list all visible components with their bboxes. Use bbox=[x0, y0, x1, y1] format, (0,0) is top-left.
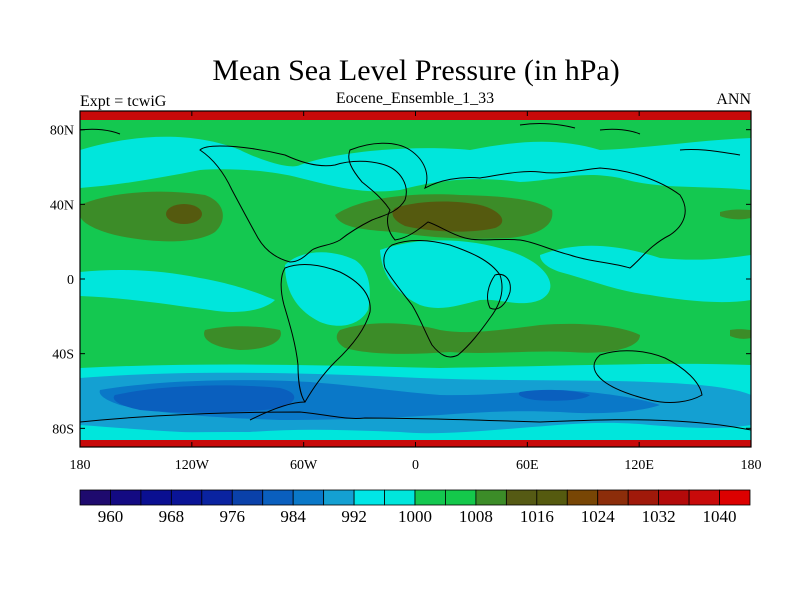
colorbar-swatch bbox=[658, 489, 690, 506]
colorbar-swatch bbox=[140, 489, 172, 506]
colorbar-swatch bbox=[505, 489, 538, 506]
high-east-tip bbox=[730, 329, 751, 339]
colorbar-swatch bbox=[323, 489, 355, 506]
colorbar-label: 1000 bbox=[398, 507, 432, 526]
lat-tick-label: 40N bbox=[50, 198, 74, 213]
arctic-low-cyan bbox=[80, 136, 751, 192]
season-label: ANN bbox=[716, 91, 751, 108]
colorbar-swatch bbox=[627, 489, 660, 506]
colorbar-swatch bbox=[688, 489, 720, 506]
colorbar-swatch bbox=[475, 489, 507, 506]
colorbar-label: 984 bbox=[280, 507, 306, 526]
high-north-pacific-core bbox=[166, 204, 202, 224]
high-east-pacific bbox=[720, 209, 751, 220]
colorbar-swatch bbox=[110, 489, 142, 506]
tropical-low-africa bbox=[380, 240, 551, 308]
high-north-pacific bbox=[80, 191, 223, 242]
lon-tick-label: 120W bbox=[175, 458, 210, 473]
colorbar-label: 1016 bbox=[520, 507, 554, 526]
colorbar-swatch bbox=[353, 489, 385, 506]
colorbar-swatch bbox=[231, 489, 264, 506]
colorbar-label: 960 bbox=[98, 507, 124, 526]
tropical-low-pacific bbox=[540, 245, 751, 303]
high-south-pacific bbox=[204, 326, 281, 350]
pressure-field bbox=[80, 111, 751, 447]
colorbar: 960 968 976 984 992 1000 1008 1016 1024 1032 1040 bbox=[79, 489, 751, 526]
southern-blue-dark bbox=[113, 385, 295, 413]
lat-tick-label: 80S bbox=[52, 422, 74, 437]
lon-tick-label: 0 bbox=[412, 458, 419, 473]
tropical-low-americas bbox=[285, 252, 370, 326]
lon-tick-label: 180 bbox=[70, 458, 91, 473]
lon-tick-label: 60E bbox=[516, 458, 539, 473]
ensemble-label: Eocene_Ensemble_1_33 bbox=[336, 90, 494, 107]
lat-tick-label: 80N bbox=[50, 124, 74, 139]
lat-tick-label: 0 bbox=[67, 273, 74, 288]
southern-blue-dark-2 bbox=[518, 389, 590, 401]
colorbar-label: 968 bbox=[159, 507, 185, 526]
colorbar-swatch bbox=[445, 489, 477, 506]
figure-title: Mean Sea Level Pressure (in hPa) bbox=[212, 54, 619, 87]
lon-tick-label: 120E bbox=[624, 458, 654, 473]
colorbar-swatch bbox=[384, 489, 416, 506]
colorbar-label: 1032 bbox=[642, 507, 676, 526]
colorbar-label: 1024 bbox=[581, 507, 616, 526]
colorbar-swatch bbox=[292, 489, 325, 506]
colorbar-label: 992 bbox=[341, 507, 367, 526]
experiment-label: Expt = tcwiG bbox=[80, 93, 167, 110]
colorbar-swatch bbox=[262, 489, 294, 506]
colorbar-swatch bbox=[79, 489, 111, 506]
colorbar-swatch bbox=[566, 489, 599, 506]
coastlines bbox=[80, 123, 751, 431]
tropical-low-west bbox=[80, 270, 275, 312]
colorbar-swatch bbox=[201, 489, 233, 506]
colorbar-swatch bbox=[414, 489, 446, 506]
colorbar-label: 1008 bbox=[459, 507, 493, 526]
colorbar-swatch bbox=[536, 489, 568, 506]
latitude-axis: 80N 40N 0 40S 80S bbox=[50, 124, 751, 437]
longitude-axis: 180 120W 60W 0 60E 120E 180 bbox=[70, 111, 762, 473]
colorbar-swatch bbox=[170, 489, 203, 506]
colorbar-label: 976 bbox=[220, 507, 246, 526]
colorbar-label: 1040 bbox=[703, 507, 737, 526]
high-eurasia-core bbox=[392, 201, 503, 232]
colorbar-swatch bbox=[719, 489, 751, 506]
lat-tick-label: 40S bbox=[52, 348, 74, 363]
high-south-atlantic-indian bbox=[336, 323, 640, 354]
colorbar-swatch bbox=[597, 489, 629, 506]
lon-tick-label: 60W bbox=[290, 458, 318, 473]
lon-tick-label: 180 bbox=[741, 458, 762, 473]
